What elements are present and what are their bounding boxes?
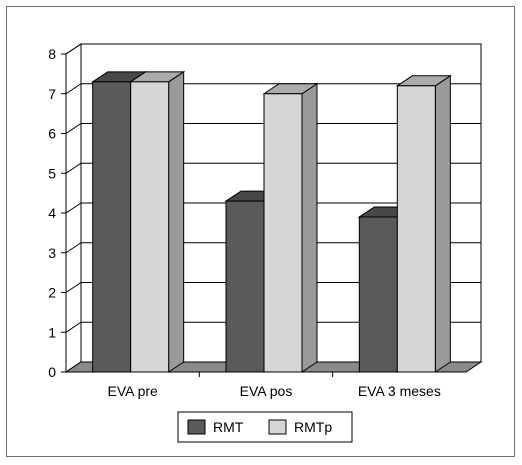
bar-front xyxy=(358,216,398,373)
y-tick-label: 2 xyxy=(48,285,56,301)
legend-box xyxy=(177,411,353,443)
bars xyxy=(91,70,452,373)
legend-swatch-rmt xyxy=(187,419,206,435)
y-tick-label: 8 xyxy=(48,46,56,62)
bar-front xyxy=(396,85,436,373)
gridline xyxy=(65,282,481,293)
legend-label-rmtp: RMTp xyxy=(294,419,332,435)
y-axis: 0 1 2 3 4 5 6 7 8 xyxy=(48,46,67,380)
x-category-label: EVA pos xyxy=(240,383,293,399)
legend-label-rmt: RMT xyxy=(213,419,244,435)
bar-side xyxy=(301,82,318,373)
gridline xyxy=(65,242,481,254)
bar-front xyxy=(225,200,265,373)
x-category-label: EVA 3 meses xyxy=(358,383,441,399)
y-tick-label: 4 xyxy=(48,205,56,221)
y-tick-label: 5 xyxy=(48,165,56,181)
gridline xyxy=(65,202,481,214)
gridline xyxy=(65,83,481,95)
bar-rmtp-2 xyxy=(395,74,452,373)
bar-side xyxy=(168,70,185,373)
gridline xyxy=(65,162,481,174)
y-tick-label: 3 xyxy=(48,245,56,261)
bar-front xyxy=(263,93,303,373)
bar-side xyxy=(434,74,451,373)
x-category-label: EVA pre xyxy=(108,383,159,399)
legend-swatch-rmtp xyxy=(268,419,287,435)
bar-front xyxy=(92,81,132,373)
bar-rmtp-1 xyxy=(262,82,319,373)
y-tick-label: 7 xyxy=(48,86,56,102)
gridline xyxy=(65,123,481,134)
x-axis-labels: EVA pre EVA pos EVA 3 meses xyxy=(108,383,441,399)
y-tick-label: 0 xyxy=(48,364,56,380)
gridline xyxy=(65,321,481,333)
bar-rmtp-0 xyxy=(129,70,186,373)
bar-front xyxy=(130,81,170,373)
gridline xyxy=(65,43,481,55)
legend: RMT RMTp xyxy=(177,411,353,443)
y-tick-label: 1 xyxy=(48,324,56,340)
y-tick-label: 6 xyxy=(48,126,56,142)
